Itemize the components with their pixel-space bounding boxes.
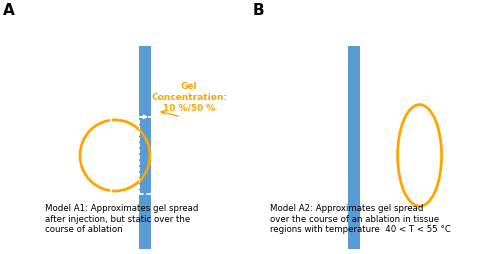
Text: Gel
Concentration:
10 %/50 %: Gel Concentration: 10 %/50 % <box>151 82 227 112</box>
Bar <box>348 46 360 249</box>
Text: A: A <box>2 3 14 18</box>
Text: Model A1: Approximates gel spread
after injection, but static over the
course of: Model A1: Approximates gel spread after … <box>45 204 199 234</box>
Text: Model A2: Approximates gel spread
over the course of an ablation in tissue
regio: Model A2: Approximates gel spread over t… <box>270 204 451 234</box>
Text: Applicator: Applicator <box>58 65 120 75</box>
Text: y: y <box>128 100 134 109</box>
Text: B: B <box>252 3 264 18</box>
Text: Junction
plane: Junction plane <box>274 125 316 145</box>
Bar <box>139 46 151 249</box>
Text: Junction
plane: Junction plane <box>49 125 91 145</box>
Text: Liver: Liver <box>61 224 88 234</box>
Bar <box>111 117 209 194</box>
Text: (x₀,y₀,z₀): (x₀,y₀,z₀) <box>414 218 447 227</box>
Text: z: z <box>227 151 232 160</box>
Text: Applicator: Applicator <box>306 65 366 75</box>
Text: Liver: Liver <box>281 224 308 234</box>
